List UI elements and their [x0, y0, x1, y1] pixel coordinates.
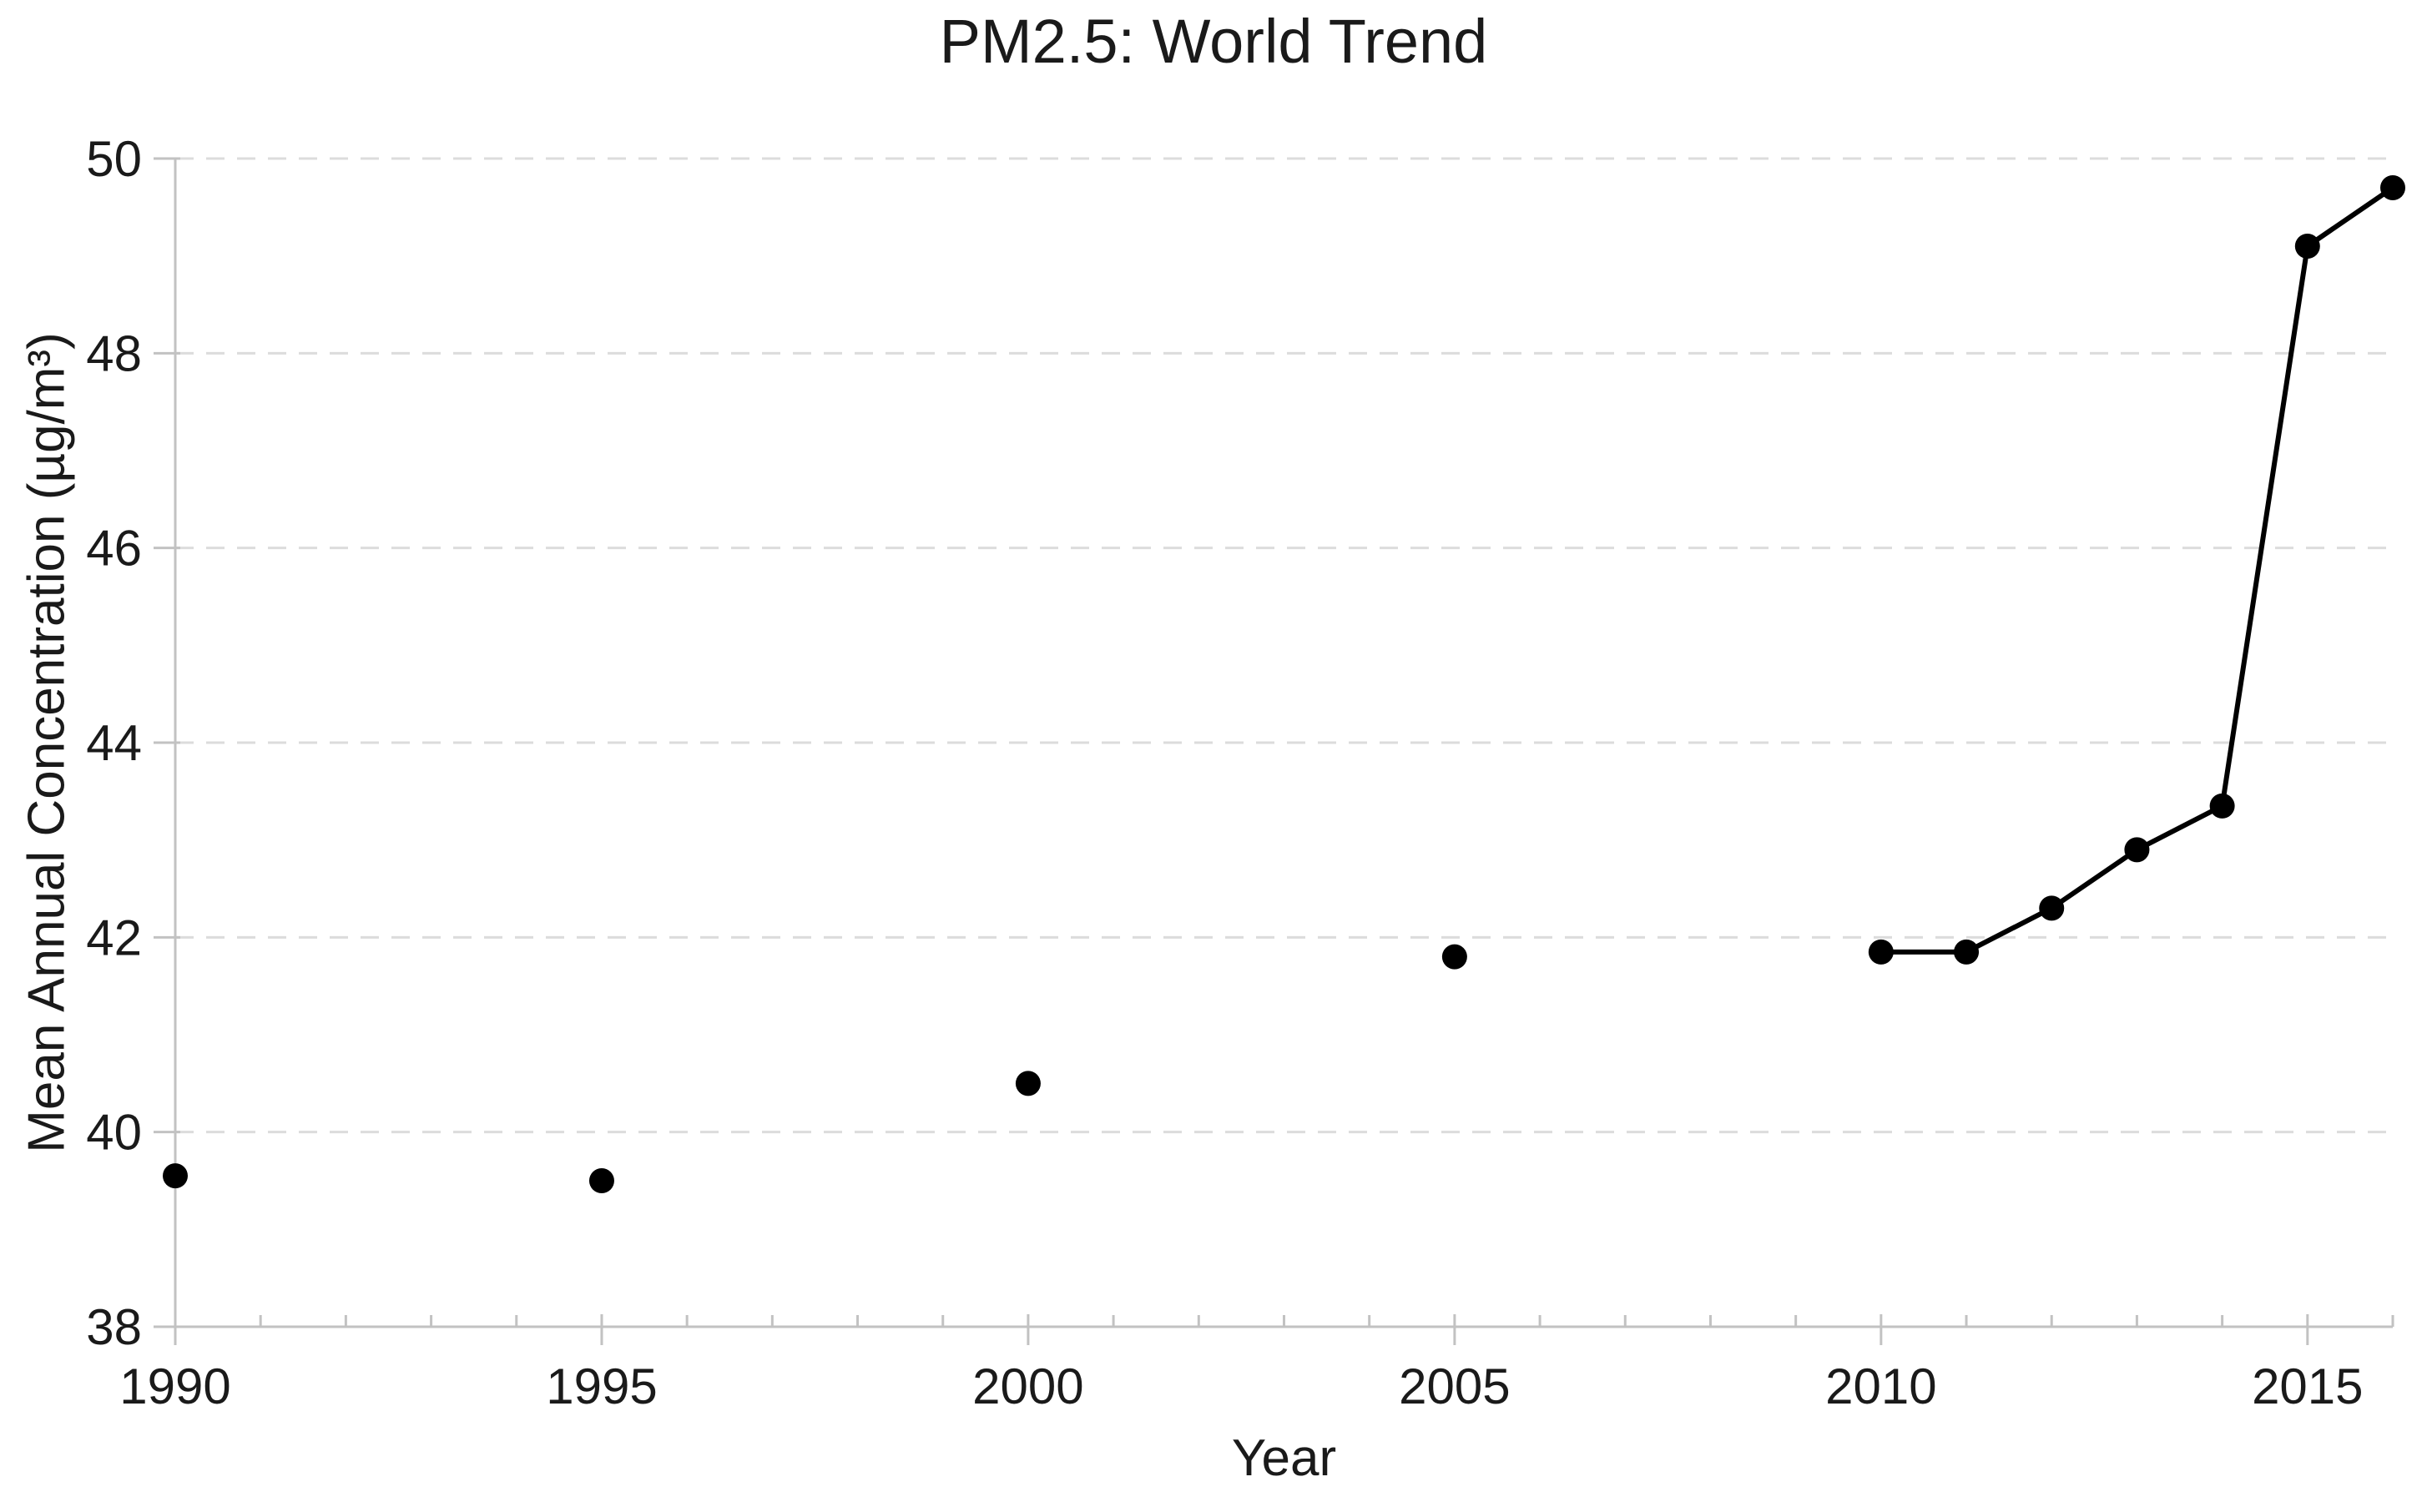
y-tick-label: 50 [86, 131, 142, 187]
chart-title: PM2.5: World Trend [939, 7, 1488, 76]
data-point [1015, 1071, 1041, 1096]
y-tick-label: 44 [86, 715, 142, 771]
y-tick-label: 46 [86, 521, 142, 577]
y-tick-label: 48 [86, 325, 142, 381]
y-tick-label: 40 [86, 1105, 142, 1161]
x-tick-label: 2005 [1399, 1358, 1510, 1414]
data-point [588, 1168, 614, 1193]
x-tick-label: 1990 [119, 1358, 230, 1414]
x-tick-label: 2000 [972, 1358, 1083, 1414]
y-tick-label: 42 [86, 910, 142, 965]
data-point [2039, 895, 2065, 921]
data-point [2380, 175, 2405, 200]
data-point [163, 1163, 188, 1189]
x-axis-label: Year [1231, 1429, 1337, 1487]
data-point [2124, 837, 2150, 863]
data-point [1441, 944, 1467, 970]
data-point [2209, 793, 2235, 819]
y-tick-label: 38 [86, 1299, 142, 1355]
x-tick-label: 2010 [1825, 1358, 1936, 1414]
data-point [1954, 939, 1980, 965]
y-axis-label: Mean Annual Concentration (µg/m³) [18, 332, 76, 1153]
x-tick-label: 2015 [2252, 1358, 2363, 1414]
data-point [2294, 234, 2320, 259]
data-point [1868, 939, 1894, 965]
x-tick-label: 1995 [546, 1358, 657, 1414]
